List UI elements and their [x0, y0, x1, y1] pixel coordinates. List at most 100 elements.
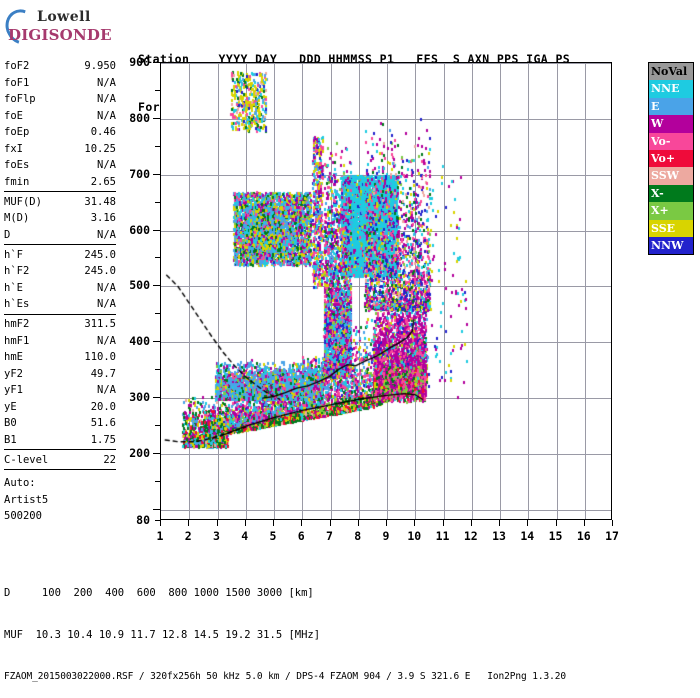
param-divider: [4, 469, 116, 470]
x-axis-label: 13: [492, 529, 506, 543]
param-key: C-level: [4, 453, 49, 466]
param-row: h`F2 245.0: [4, 263, 116, 280]
param-key: foF2: [4, 60, 30, 72]
param-value: N/A: [97, 228, 116, 241]
x-axis-label: 2: [184, 529, 192, 543]
param-key: hmF2: [4, 318, 30, 330]
param-key: B0: [4, 417, 17, 429]
ionospheric-parameters-table: foF2 9.950 foF1 N/A foFlp N/A foE N/A foEp 0.46 fx…: [4, 58, 116, 525]
direction-color-legend[interactable]: NoVal NNE E W Vo- Vo+ SSW X- X+ SSE NNW: [648, 62, 694, 256]
legend-item-vo-[interactable]: Vo+: [649, 149, 693, 168]
param-row: h`E N/A: [4, 280, 116, 297]
param-key: hmF1: [4, 334, 30, 347]
param-key: yF1: [4, 384, 23, 396]
param-value: 0.46: [90, 126, 116, 138]
legend-item-x-[interactable]: X-: [649, 184, 693, 203]
y-axis-label: 800: [129, 110, 150, 125]
param-row: hmE 110.0: [4, 349, 116, 366]
param-row: hmF1 N/A: [4, 333, 116, 350]
param-value: 2.65: [90, 175, 116, 188]
param-row: foFlp N/A: [4, 91, 116, 108]
legend-item-e[interactable]: E: [649, 97, 693, 116]
y-axis-tick: [155, 257, 160, 258]
legend-item-w[interactable]: W: [649, 115, 693, 133]
x-axis-label: 7: [326, 529, 333, 543]
footer-distance-row: D 100 200 400 600 800 1000 1500 3000 [km…: [4, 587, 314, 599]
param-key: fxI: [4, 142, 23, 155]
param-row: yE 20.0: [4, 399, 116, 416]
legend-item-noval[interactable]: NoVal: [649, 63, 693, 81]
x-axis-tick: [527, 520, 528, 526]
x-axis-label: 1: [156, 529, 164, 543]
param-row: h`F 245.0: [4, 247, 116, 264]
x-axis-label: 12: [463, 529, 478, 543]
x-axis: 1 2 3 4 5 6 7 8 9 10 11 12 13 14 15 16 17: [156, 520, 619, 548]
param-value: 1.75: [90, 433, 116, 446]
param-value: 10.25: [84, 142, 116, 155]
legend-item-vo-[interactable]: Vo-: [649, 132, 693, 150]
legend-item-nnw[interactable]: NNW: [649, 236, 693, 255]
param-value: N/A: [97, 159, 116, 171]
legend-item-sse[interactable]: SSE: [649, 219, 693, 237]
y-axis-label: 900: [129, 55, 150, 69]
plot-area[interactable]: [160, 62, 612, 520]
param-value: 311.5: [84, 318, 116, 330]
param-key: fmin: [4, 175, 30, 188]
footer-info: D 100 200 400 600 800 1000 1500 3000 [km…: [4, 558, 566, 698]
param-row: D N/A: [4, 227, 116, 244]
param-value: 245.0: [84, 265, 116, 277]
param-value: 245.0: [84, 248, 116, 261]
param-row: MUF(D) 31.48: [4, 194, 116, 211]
x-axis-tick: [499, 520, 500, 526]
x-axis-label: 10: [407, 529, 422, 543]
x-axis-label: 14: [520, 529, 535, 543]
x-axis-tick: [245, 520, 246, 526]
param-row: M(D) 3.16: [4, 210, 116, 227]
x-axis-label: 16: [576, 529, 591, 543]
x-axis-tick: [358, 520, 359, 526]
param-value: N/A: [97, 109, 116, 122]
param-key: MUF(D): [4, 195, 42, 208]
y-axis-label: 400: [129, 334, 150, 349]
x-axis-tick: [443, 520, 444, 526]
param-row: B1 1.75: [4, 432, 116, 449]
x-axis-label: 3: [213, 529, 220, 543]
param-row: yF2 49.7: [4, 366, 116, 383]
y-axis-tick: [153, 118, 160, 119]
y-axis-label: 500: [129, 278, 150, 293]
param-row: foF1 N/A: [4, 75, 116, 92]
x-axis-label: 17: [605, 529, 619, 543]
x-axis-tick: [330, 520, 331, 526]
legend-item-nne[interactable]: NNE: [649, 80, 693, 98]
y-axis-tick: [155, 202, 160, 203]
legend-item-x-[interactable]: X+: [649, 202, 693, 220]
x-axis-label: 6: [297, 529, 305, 543]
ionogram-plot[interactable]: [160, 62, 612, 520]
param-key: h`Es: [4, 298, 30, 310]
x-axis-tick: [217, 520, 218, 526]
param-value: N/A: [97, 281, 116, 294]
param-divider: [4, 449, 116, 450]
param-key: foE: [4, 109, 23, 122]
param-row: foEp 0.46: [4, 124, 116, 141]
x-axis-tick: [386, 520, 387, 526]
param-value: 9.950: [84, 60, 116, 72]
y-axis-tick: [153, 62, 160, 63]
legend-item-ssw[interactable]: SSW: [649, 167, 693, 185]
y-axis-tick: [155, 425, 160, 426]
y-axis-tick: [153, 453, 160, 454]
y-axis-tick: [153, 509, 160, 510]
param-key: hmE: [4, 351, 23, 363]
y-axis-tick: [153, 341, 160, 342]
param-divider: [4, 244, 116, 245]
y-axis-tick: [153, 285, 160, 286]
param-divider: [4, 191, 116, 192]
x-axis-tick: [160, 520, 161, 526]
param-row: foEs N/A: [4, 157, 116, 174]
footer-file-row: FZAOM_2015003022000.RSF / 320fx256h 50 k…: [4, 671, 566, 682]
y-axis-label: 700: [129, 166, 150, 181]
x-axis-tick: [612, 520, 613, 526]
x-axis-tick: [188, 520, 189, 526]
param-value: 3.16: [90, 212, 116, 224]
param-value: N/A: [97, 93, 116, 105]
